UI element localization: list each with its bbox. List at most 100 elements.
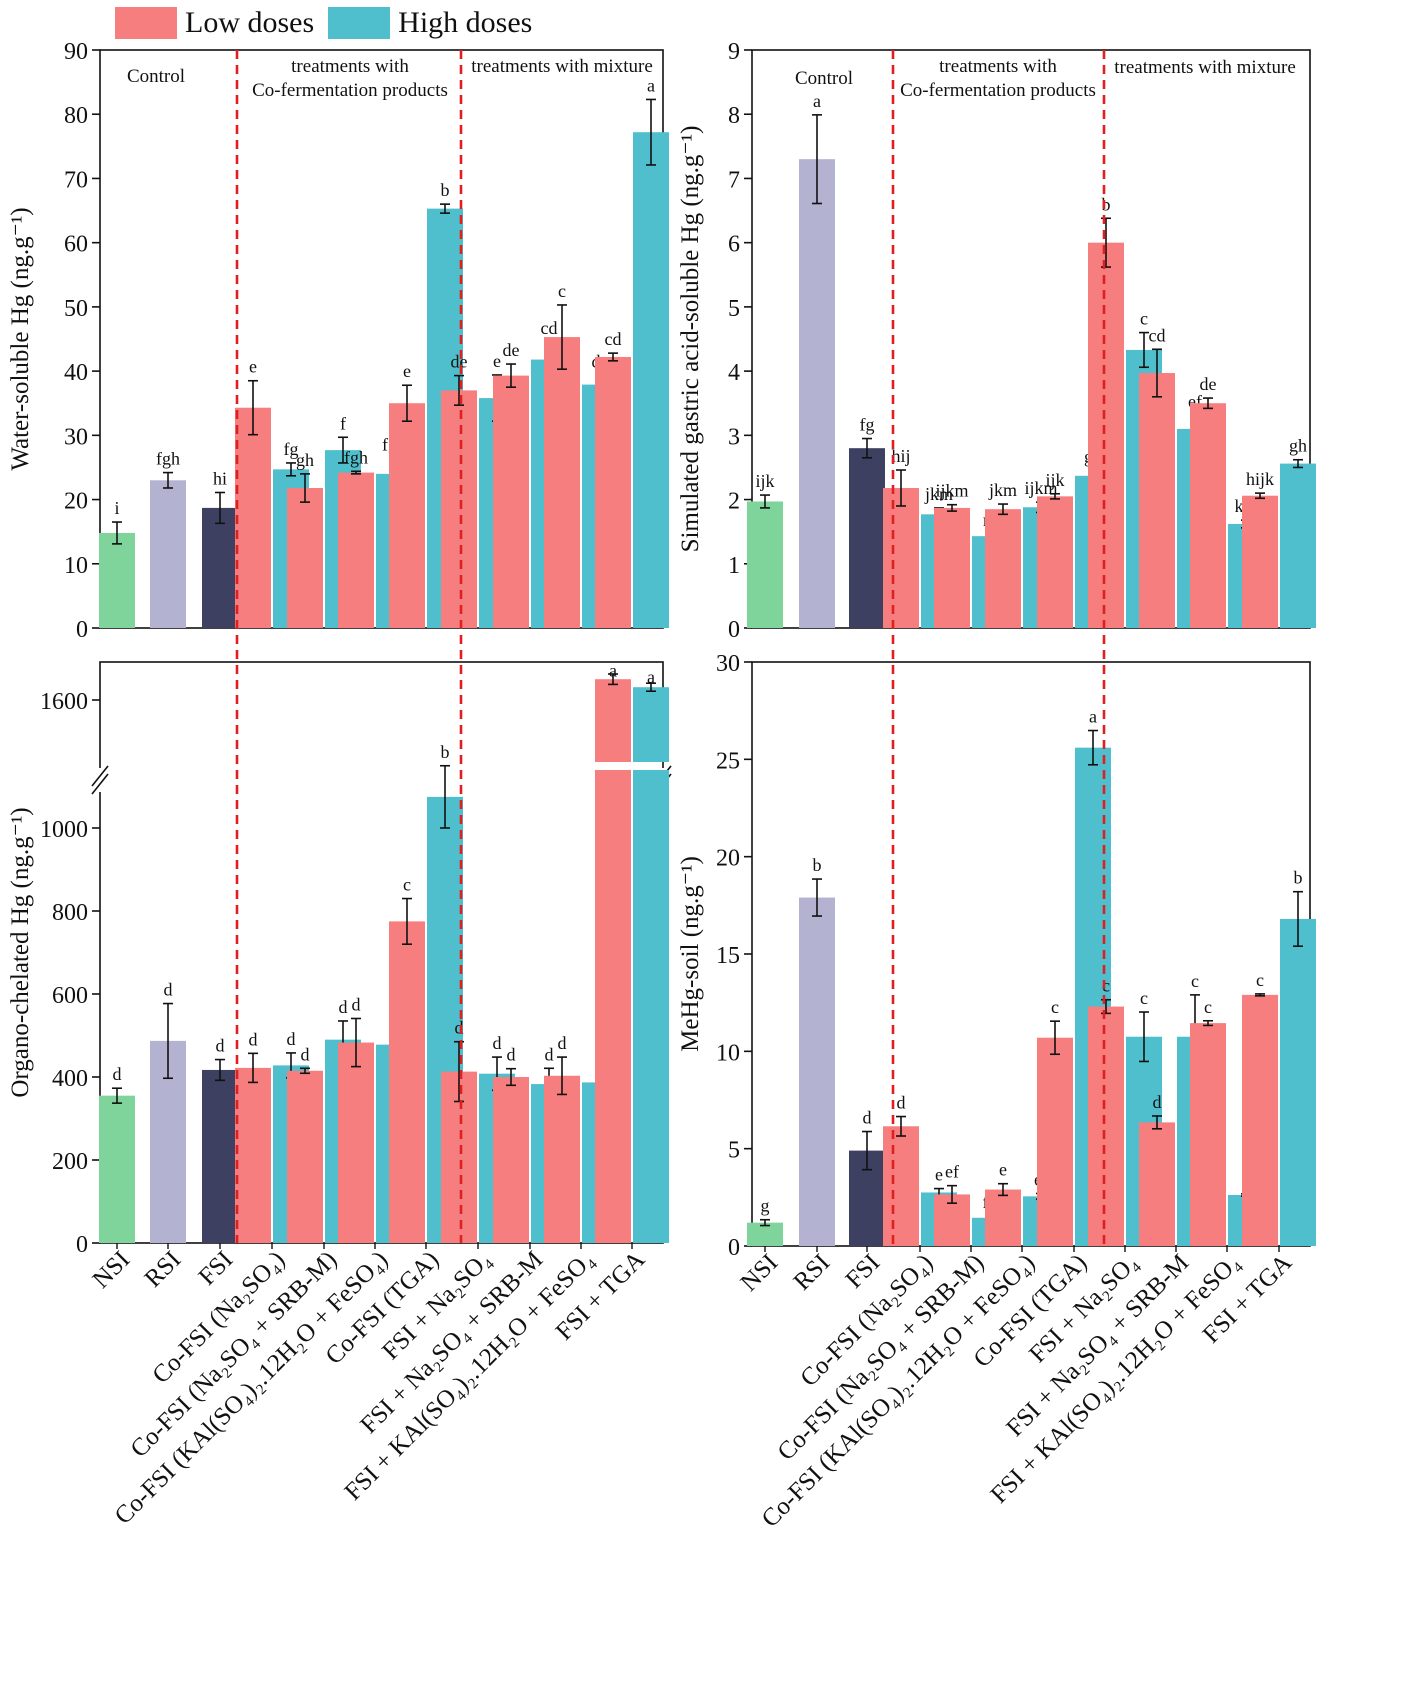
group-label-cofermentation-right-1: treatments with (939, 56, 1057, 77)
bar-control-NSI (747, 1222, 783, 1246)
y-tick-label: 400 (52, 1066, 88, 1092)
bar-low-0-letter: e (249, 357, 257, 377)
bar-low-4-letter: d (455, 1018, 464, 1038)
axis-break-left-1 (91, 765, 109, 787)
bar-low-6-letter: c (558, 281, 566, 301)
legend-swatch-high (328, 7, 391, 39)
y-tick-label: 80 (64, 103, 88, 129)
bar-control-FSI-letter: hi (213, 468, 227, 488)
bar-low-3 (1037, 496, 1073, 628)
x-tick-label-right-2: FSI (841, 1249, 886, 1294)
axis-break-left-2 (91, 773, 109, 795)
bar-high-0-letter: d (287, 1029, 296, 1049)
bar-high-3-letter: a (1089, 707, 1097, 727)
bar-high-4-letter: d (493, 1033, 502, 1053)
y-tick-label: 30 (64, 424, 88, 450)
legend-label-low: Low doses (185, 6, 315, 39)
y-tick-label: 8 (728, 103, 740, 129)
bar-low-5 (493, 1077, 529, 1243)
bar-low-6-letter: c (1204, 997, 1212, 1017)
bar-low-1 (287, 1070, 323, 1243)
bar-high-lower (633, 770, 669, 1243)
y-tick-label: 7 (728, 167, 740, 193)
bar-low-0-letter: hij (891, 446, 910, 466)
legend-label-high: High doses (398, 6, 533, 39)
y-tick-label: 0 (76, 1232, 88, 1258)
y-tick-label: 1600 (40, 689, 88, 715)
y-tick-label: 6 (728, 232, 740, 258)
bar-low-0 (235, 1067, 271, 1243)
bar-control-RSI (799, 897, 835, 1246)
bar-control-NSI-letter: d (113, 1064, 122, 1084)
bar-low-upper (595, 679, 631, 762)
bar-high-3-letter: b (441, 742, 450, 762)
bar-high-5-letter: c (1191, 971, 1199, 991)
bar-low-1 (287, 487, 323, 628)
y-tick-label: 10 (716, 1040, 740, 1066)
bar-low-6 (1190, 403, 1226, 628)
bar-low-6-letter: de (1200, 374, 1217, 394)
y-tick-label: 25 (716, 748, 740, 774)
bar-control-RSI-letter: fgh (156, 449, 180, 469)
bar-low-5 (1139, 373, 1175, 628)
bar-low-5 (1139, 1122, 1175, 1246)
bar-control-NSI-letter: i (114, 498, 119, 518)
bar-low-2 (338, 472, 374, 628)
group-label-control-right: Control (795, 68, 853, 89)
x-tick-label-right-0: NSI (736, 1249, 784, 1297)
y-tick-label: 30 (716, 651, 740, 677)
y-tick-label: 50 (64, 296, 88, 322)
bar-low-6-letter: d (558, 1033, 567, 1053)
bar-control-RSI-letter: b (813, 855, 822, 875)
x-tick-label-left-1: RSI (140, 1246, 187, 1293)
y-tick-label: 20 (716, 846, 740, 872)
bar-high-1-letter: f (340, 413, 346, 433)
bar-low-4 (1088, 242, 1124, 628)
bar-low-3 (389, 921, 425, 1243)
bar-high-7-letter: gh (1289, 436, 1307, 456)
bar-low-1-letter: d (301, 1044, 310, 1064)
bar-letter: a (609, 660, 617, 680)
bar-low-7-letter: c (1256, 970, 1264, 990)
bar-low-0 (883, 1126, 919, 1246)
bar-low-4-letter: de (451, 352, 468, 372)
group-label-mixture: treatments with mixture (471, 56, 653, 77)
group-label-mixture-right: treatments with mixture (1114, 57, 1296, 78)
plot-frame-3 (751, 661, 1311, 1247)
y-tick-label: 4 (728, 360, 740, 386)
bar-high-4-letter: c (1140, 309, 1148, 329)
break-gap-left (92, 768, 108, 792)
bar-low-4-letter: b (1102, 194, 1111, 214)
y-tick-label: 10 (64, 553, 88, 579)
bar-control-FSI (202, 507, 238, 628)
y-tick-label: 15 (716, 943, 740, 969)
bar-low-lower (595, 770, 631, 1243)
bar-control-RSI (799, 159, 835, 628)
bar-high-0-letter: e (935, 1165, 943, 1185)
bar-high-7 (633, 132, 669, 628)
bar-low-7-letter: hijk (1246, 469, 1274, 489)
group-label-cofermentation-2: Co-fermentation products (252, 80, 448, 101)
legend-swatch-low (115, 7, 177, 39)
bar-low-2-letter: e (999, 1160, 1007, 1180)
bar-high-4-letter: c (1140, 988, 1148, 1008)
y-tick-label: 0 (76, 617, 88, 643)
y-tick-label: 20 (64, 489, 88, 515)
bar-control-NSI-letter: g (761, 1196, 770, 1216)
bar-control-RSI (150, 480, 186, 628)
bar-low-5-letter: de (503, 340, 520, 360)
legend-item-high: High doses (328, 6, 532, 40)
bar-low-0-letter: d (249, 1029, 258, 1049)
y-tick-label: 2 (728, 489, 740, 515)
bar-control-FSI-letter: d (863, 1108, 872, 1128)
bar-low-2 (985, 1189, 1021, 1246)
bar-control-RSI-letter: d (164, 980, 173, 1000)
bar-high-2-letter: ijkm (1024, 478, 1057, 498)
bar-high-5-letter: d (545, 1044, 554, 1064)
legend-item-low: Low doses (115, 6, 314, 40)
bar-low-1-letter: ef (945, 1162, 959, 1182)
bar-low-3-letter: c (1051, 997, 1059, 1017)
bar-low-2-letter: jkm (988, 480, 1017, 500)
bar-control-FSI-letter: fg (860, 415, 875, 435)
bar-control-FSI (849, 448, 885, 628)
